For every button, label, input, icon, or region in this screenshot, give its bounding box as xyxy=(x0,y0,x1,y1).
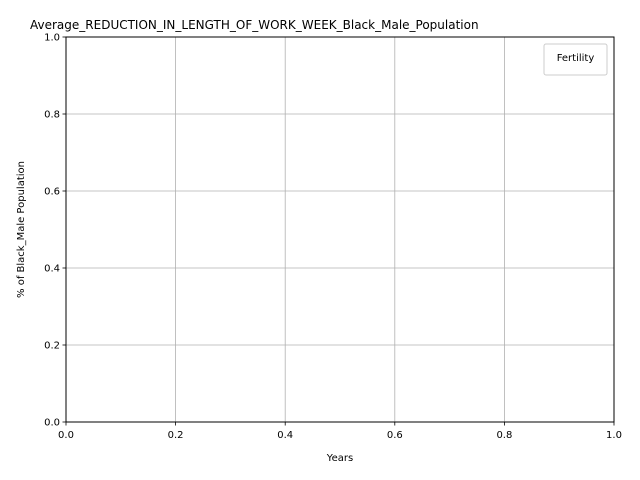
x-axis: 0.0 0.2 0.4 0.6 0.8 1.0 xyxy=(58,422,622,441)
x-tick-label: 0.4 xyxy=(277,430,293,441)
x-axis-label: Years xyxy=(326,453,353,464)
x-tick-label: 0.6 xyxy=(387,430,403,441)
y-axis-label: % of Black_Male Population xyxy=(16,161,27,298)
legend: Fertility xyxy=(543,43,608,76)
plot-area xyxy=(65,36,615,423)
chart-title: Average_REDUCTION_IN_LENGTH_OF_WORK_WEEK… xyxy=(30,18,479,32)
x-tick-label: 0.2 xyxy=(168,430,184,441)
legend-box xyxy=(543,43,608,76)
y-tick-label: 0.2 xyxy=(44,341,60,352)
x-tick-label: 0.8 xyxy=(496,430,512,441)
y-tick-label: 0.4 xyxy=(44,264,60,275)
y-tick-label: 1.0 xyxy=(44,33,60,44)
y-tick-label: 0.6 xyxy=(44,187,60,198)
x-tick-label: 0.0 xyxy=(58,430,74,441)
legend-title: Fertility xyxy=(557,53,595,64)
y-axis: 0.0 0.2 0.4 0.6 0.8 1.0 xyxy=(44,33,66,429)
x-tick-label: 1.0 xyxy=(606,430,622,441)
y-tick-label: 0.8 xyxy=(44,110,60,121)
y-tick-label: 0.0 xyxy=(44,418,60,429)
grid xyxy=(65,36,615,423)
